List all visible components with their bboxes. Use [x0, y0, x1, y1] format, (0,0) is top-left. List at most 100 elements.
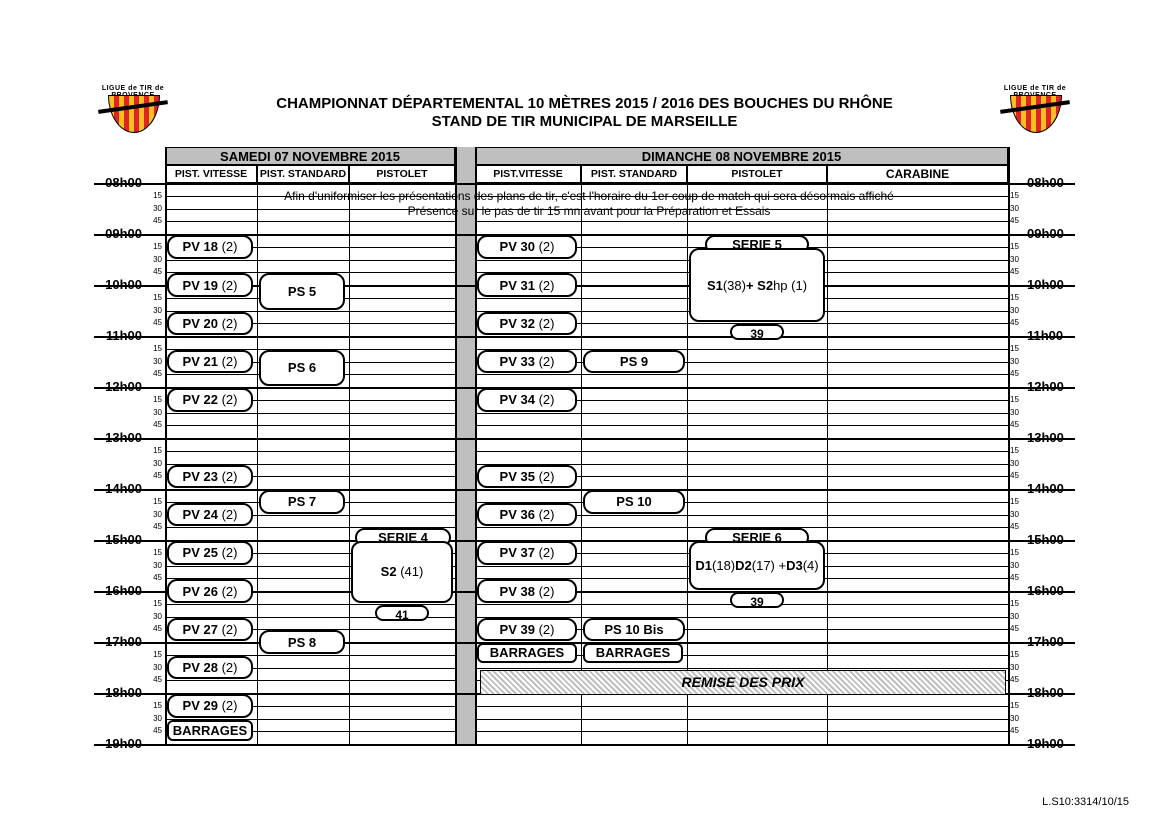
quarter-mark: 30	[148, 663, 162, 672]
quarter-mark: 30	[148, 204, 162, 213]
event-sat-pv-barrage: BARRAGES	[167, 720, 253, 742]
quarter-mark: 15	[1010, 446, 1024, 455]
quarter-mark: 15	[148, 395, 162, 404]
col-header: CARABINE	[827, 165, 1008, 183]
quarter-mark: 15	[1010, 344, 1024, 353]
quarter-mark: 15	[1010, 497, 1024, 506]
quarter-line	[475, 719, 1008, 720]
quarter-mark: 15	[148, 548, 162, 557]
quarter-mark: 30	[1010, 408, 1024, 417]
event-sun-pist: D1 (18)D2 (17) + D3 (4)	[689, 541, 825, 590]
event-sat-pv: PV 28 (2)	[167, 656, 253, 680]
event-sun-pv: PV 38 (2)	[477, 579, 577, 603]
quarter-mark: 45	[148, 522, 162, 531]
hour-line	[94, 744, 1075, 746]
quarter-mark: 45	[148, 369, 162, 378]
quarter-mark: 30	[148, 408, 162, 417]
quarter-mark: 15	[148, 650, 162, 659]
quarter-mark: 15	[1010, 599, 1024, 608]
event-sat-pv: PV 25 (2)	[167, 541, 253, 565]
quarter-mark: 30	[148, 306, 162, 315]
quarter-mark: 45	[148, 318, 162, 327]
quarter-mark: 15	[148, 497, 162, 506]
col-header: PISTOLET	[687, 165, 827, 183]
event-sat-pv: PV 20 (2)	[167, 312, 253, 336]
quarter-mark: 15	[148, 344, 162, 353]
event-sun-pv: PV 33 (2)	[477, 350, 577, 374]
quarter-mark: 30	[148, 561, 162, 570]
event-sun-ps-barrage: BARRAGES	[583, 643, 683, 663]
col-header: PISTOLET	[349, 165, 455, 183]
event-sun-ps: PS 10 Bis	[583, 618, 685, 642]
quarter-mark: 30	[148, 612, 162, 621]
col-header: PIST. STANDARD	[257, 165, 349, 183]
quarter-line	[475, 668, 1008, 669]
event-sun-pist-count: 39	[730, 324, 784, 340]
event-sat-pv: PV 18 (2)	[167, 235, 253, 259]
quarter-mark: 30	[148, 714, 162, 723]
quarter-mark: 15	[1010, 242, 1024, 251]
note-line-2: Présence sur le pas de tir 15 mn avant p…	[170, 204, 1008, 218]
quarter-mark: 45	[1010, 318, 1024, 327]
quarter-mark: 15	[148, 599, 162, 608]
quarter-mark: 45	[148, 726, 162, 735]
event-sun-ps: PS 10	[583, 490, 685, 514]
quarter-line	[475, 731, 1008, 732]
event-sat-pv: PV 29 (2)	[167, 694, 253, 718]
event-sat-pv: PV 23 (2)	[167, 465, 253, 489]
event-sun-pv: PV 37 (2)	[477, 541, 577, 565]
event-sat-ps: PS 6	[259, 350, 345, 386]
event-sun-pv-barrage: BARRAGES	[477, 643, 577, 663]
quarter-line	[475, 374, 1008, 375]
quarter-mark: 45	[1010, 471, 1024, 480]
grid-border	[165, 147, 167, 746]
grid-col-line	[827, 165, 828, 746]
quarter-mark: 15	[148, 293, 162, 302]
day-separator	[455, 147, 475, 746]
event-sun-pv: PV 36 (2)	[477, 503, 577, 527]
quarter-mark: 30	[1010, 357, 1024, 366]
hour-line	[94, 183, 1075, 185]
quarter-mark: 45	[148, 471, 162, 480]
quarter-mark: 45	[1010, 675, 1024, 684]
grid-col-line	[349, 165, 350, 746]
col-header: PIST. STANDARD	[581, 165, 687, 183]
quarter-line	[475, 451, 1008, 452]
grid-col-line	[581, 165, 582, 746]
quarter-line	[165, 680, 455, 681]
event-sat-pv: PV 21 (2)	[167, 350, 253, 374]
event-sat-pist: S2 (41)	[351, 541, 453, 603]
quarter-line	[165, 413, 455, 414]
quarter-line	[475, 413, 1008, 414]
quarter-mark: 30	[1010, 459, 1024, 468]
event-sun-pv: PV 32 (2)	[477, 312, 577, 336]
event-sat-pv: PV 19 (2)	[167, 273, 253, 297]
day-header-sun: DIMANCHE 08 NOVEMBRE 2015	[475, 147, 1008, 165]
event-sat-pv: PV 22 (2)	[167, 388, 253, 412]
quarter-mark: 15	[1010, 701, 1024, 710]
quarter-mark: 15	[1010, 191, 1024, 200]
quarter-mark: 45	[1010, 573, 1024, 582]
grid-col-line	[257, 165, 258, 746]
quarter-mark: 15	[148, 701, 162, 710]
quarter-mark: 15	[1010, 395, 1024, 404]
hour-line	[94, 336, 1075, 338]
quarter-mark: 30	[1010, 663, 1024, 672]
quarter-mark: 15	[148, 242, 162, 251]
event-sun-pv: PV 35 (2)	[477, 465, 577, 489]
quarter-mark: 15	[1010, 650, 1024, 659]
quarter-mark: 30	[1010, 255, 1024, 264]
event-sat-ps: PS 7	[259, 490, 345, 514]
quarter-mark: 45	[148, 624, 162, 633]
grid-border	[455, 147, 457, 746]
quarter-mark: 30	[148, 255, 162, 264]
quarter-line	[165, 260, 455, 261]
hour-line	[94, 438, 1075, 440]
event-sat-pv: PV 24 (2)	[167, 503, 253, 527]
quarter-mark: 45	[148, 420, 162, 429]
day-header-sat: SAMEDI 07 NOVEMBRE 2015	[165, 147, 455, 165]
quarter-mark: 45	[1010, 216, 1024, 225]
quarter-line	[165, 451, 455, 452]
event-sun-pv: PV 31 (2)	[477, 273, 577, 297]
quarter-mark: 15	[148, 191, 162, 200]
